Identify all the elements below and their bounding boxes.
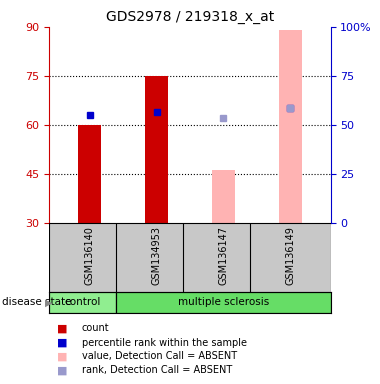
Text: GSM134953: GSM134953 [152,226,162,285]
Text: multiple sclerosis: multiple sclerosis [178,297,269,308]
Bar [116,292,331,313]
Title: GDS2978 / 219318_x_at: GDS2978 / 219318_x_at [106,10,274,25]
Text: ■: ■ [57,351,68,361]
Text: disease state: disease state [2,297,71,308]
Bar [145,76,168,223]
Bar [78,125,101,223]
Text: GSM136147: GSM136147 [218,226,228,285]
Text: control: control [65,297,101,308]
Text: rank, Detection Call = ABSENT: rank, Detection Call = ABSENT [82,365,232,375]
Text: ■: ■ [57,365,68,375]
Bar [279,30,302,223]
Text: ■: ■ [57,323,68,333]
Text: ▶: ▶ [45,297,52,308]
Text: ■: ■ [57,338,68,348]
Text: GSM136140: GSM136140 [85,226,95,285]
Text: count: count [82,323,109,333]
Bar [212,170,235,223]
Bar [49,292,116,313]
Text: GSM136149: GSM136149 [285,226,295,285]
Text: value, Detection Call = ABSENT: value, Detection Call = ABSENT [82,351,237,361]
Text: percentile rank within the sample: percentile rank within the sample [82,338,247,348]
